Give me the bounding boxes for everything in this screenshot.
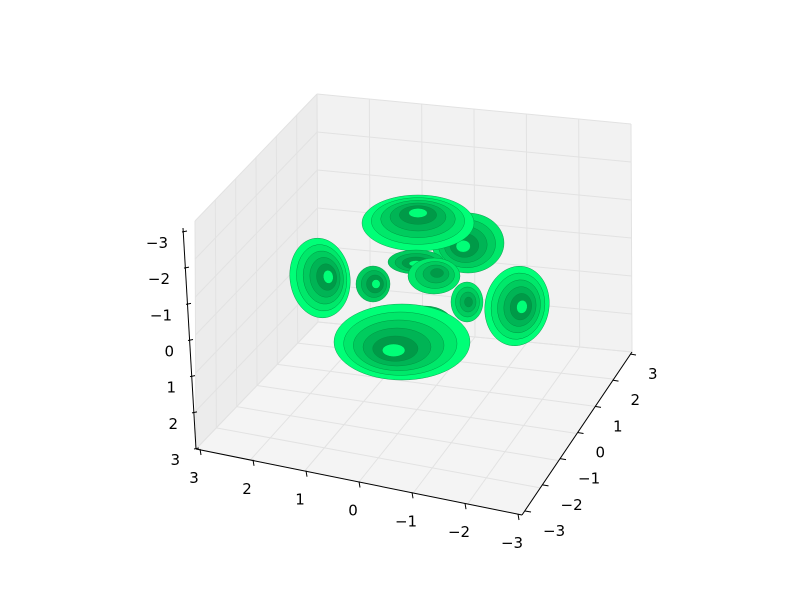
lobe-top-back-right [431, 212, 505, 274]
x-tick-label: 3 [189, 469, 199, 487]
y-tick-label: 2 [631, 391, 641, 409]
z-tick-label: 0 [164, 343, 174, 361]
y-tick [559, 458, 567, 461]
lobe-top-dome [361, 194, 475, 252]
z-tick-label: −2 [148, 270, 170, 288]
z-tick-label: −3 [146, 234, 168, 252]
z-tick [187, 339, 194, 341]
tick-marks [181, 230, 637, 521]
z-tick [189, 375, 196, 378]
x-tick [517, 513, 520, 521]
y-tick [629, 353, 637, 356]
x-tick [199, 448, 202, 456]
z-tick-label: 2 [168, 415, 178, 433]
surface-band [430, 268, 444, 278]
surface-band [371, 279, 381, 289]
z-tick-label: −1 [150, 306, 172, 324]
grid-line [317, 131, 632, 163]
axis-panes [195, 94, 632, 515]
z-tick [191, 411, 198, 414]
y-tick-label: −1 [578, 470, 600, 488]
z-tick [183, 266, 190, 269]
surface-band [382, 343, 406, 357]
x-tick-label: −2 [448, 523, 470, 541]
y-tick-label: 1 [613, 417, 623, 435]
x-tick [411, 492, 414, 499]
y-tick-label: −3 [543, 522, 565, 540]
z-tick [185, 302, 192, 305]
grid-line [630, 123, 633, 353]
grid-line [194, 131, 318, 260]
y-tick [612, 379, 619, 382]
x-tick-label: 2 [242, 480, 252, 498]
floor-pane [196, 322, 632, 515]
surface-band [464, 296, 473, 308]
surface-band [455, 239, 471, 253]
z-tick-label: 3 [170, 451, 180, 469]
y-axis-line [521, 351, 633, 516]
y-tick-label: 0 [596, 444, 606, 462]
surface-band [516, 300, 528, 314]
x-tick [305, 470, 308, 477]
lobe-bottom-front [333, 303, 471, 381]
surface-band [323, 270, 334, 284]
lobe-upper-bowl [407, 257, 461, 295]
z-axis-line [182, 227, 197, 450]
y-tick-label: 3 [648, 365, 658, 383]
lobe-center-left [355, 265, 391, 303]
x-tick-label: −1 [395, 512, 417, 530]
y-tick [524, 510, 532, 513]
x-tick-label: 0 [348, 502, 358, 520]
y-tick [594, 405, 602, 408]
lobe-left [289, 237, 351, 319]
lobe-center-right [450, 281, 484, 323]
y-tick [542, 484, 549, 487]
x-tick-label: −3 [501, 534, 523, 552]
y-tick [577, 432, 584, 434]
grid-line [316, 93, 632, 125]
z-tick [193, 447, 200, 450]
surface-band [408, 208, 428, 218]
x-tick [358, 481, 361, 488]
z-tick-label: 1 [166, 379, 176, 397]
surface-lobes [289, 194, 550, 381]
x-tick [252, 459, 255, 466]
y-tick-label: −2 [561, 496, 583, 514]
grid-line [194, 93, 318, 222]
lobe-right [484, 266, 550, 346]
x-tick [464, 503, 467, 510]
z-tick [181, 230, 188, 233]
x-tick-label: 1 [295, 491, 305, 509]
